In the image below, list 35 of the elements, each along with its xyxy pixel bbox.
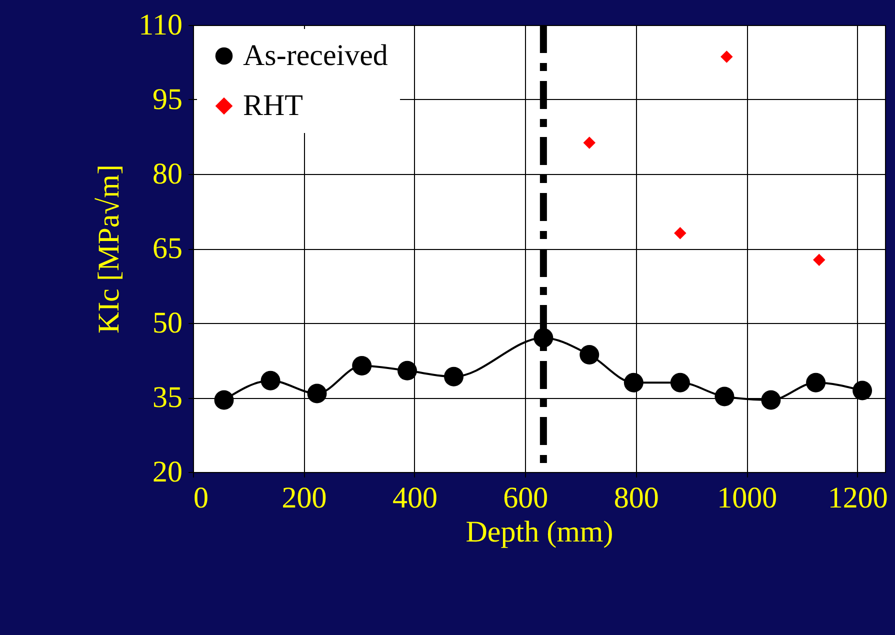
point xyxy=(580,345,600,365)
x-axis-title: Depth (mm) xyxy=(466,516,614,548)
y-tick-label: 50 xyxy=(152,306,182,340)
y-tick-label: 80 xyxy=(152,158,182,190)
y-tick-label: 110 xyxy=(138,8,182,42)
point xyxy=(307,384,327,404)
y-tick-label: 65 xyxy=(152,232,182,265)
point xyxy=(397,360,417,380)
y-axis-title: KIc [MPa√m] xyxy=(92,164,126,334)
x-tick-label: 400 xyxy=(392,482,438,514)
point xyxy=(852,380,872,400)
point xyxy=(720,50,733,63)
x-tick-label: 1000 xyxy=(717,482,778,514)
point xyxy=(806,372,826,392)
y-tick-label: 20 xyxy=(152,456,182,488)
point xyxy=(624,372,644,392)
point xyxy=(714,386,734,406)
point xyxy=(583,136,596,149)
y-tick-label: 35 xyxy=(152,381,182,414)
point xyxy=(813,254,826,266)
x-tick-label: 800 xyxy=(614,482,659,514)
y-tick-label: 95 xyxy=(152,83,182,116)
point xyxy=(214,390,234,410)
point xyxy=(674,226,686,240)
x-tick-label: 600 xyxy=(503,482,548,514)
point xyxy=(670,372,690,392)
x-tick-label: 0 xyxy=(194,482,208,514)
legend-label: As-received xyxy=(243,39,388,72)
point xyxy=(260,370,280,390)
legend-label: RHT xyxy=(243,89,303,122)
point xyxy=(352,356,372,376)
point xyxy=(761,390,781,410)
point xyxy=(444,366,464,386)
x-tick-label: 1200 xyxy=(828,482,888,514)
x-tick-label: 200 xyxy=(282,482,327,514)
